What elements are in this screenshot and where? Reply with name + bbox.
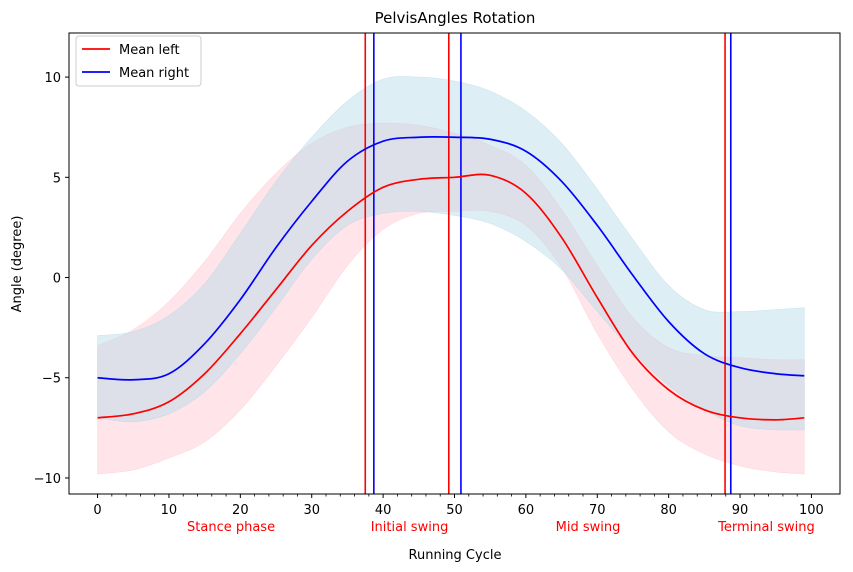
x-tick-label: 30 xyxy=(303,503,320,518)
mean-line-left xyxy=(97,173,805,421)
x-tick-label: 10 xyxy=(161,503,178,518)
confidence-bands xyxy=(97,76,805,475)
x-tick-label: 50 xyxy=(446,503,463,518)
x-tick-label: 20 xyxy=(232,503,249,518)
plot-area xyxy=(68,32,841,495)
phase-label: Initial swing xyxy=(371,520,449,535)
legend-label-left: Mean left xyxy=(119,43,180,58)
phase-boundary-lines xyxy=(364,33,732,494)
phase-label: Mid swing xyxy=(556,520,621,535)
x-tick-label: 70 xyxy=(589,503,606,518)
x-tick-label: 0 xyxy=(93,503,101,518)
legend: Mean left Mean right xyxy=(75,35,202,87)
mean-lines xyxy=(97,135,805,421)
x-tick-label: 100 xyxy=(799,503,824,518)
y-tick-label: 5 xyxy=(53,171,61,186)
phase-label: Terminal swing xyxy=(717,520,815,535)
x-tick-label: 80 xyxy=(660,503,677,518)
x-tick-label: 90 xyxy=(732,503,749,518)
x-tick-label: 60 xyxy=(518,503,535,518)
x-tick-label: 40 xyxy=(375,503,392,518)
x-axis: 0 10 20 30 40 50 60 70 80 90 100 xyxy=(93,494,824,518)
phase-labels: Stance phase Initial swing Mid swing Termin… xyxy=(187,520,815,535)
y-axis: −10 −5 0 5 10 xyxy=(34,71,69,487)
band-left xyxy=(97,122,805,475)
y-tick-label: −5 xyxy=(42,372,61,387)
mean-line-right xyxy=(97,135,805,381)
y-tick-label: 10 xyxy=(44,71,61,86)
legend-label-right: Mean right xyxy=(119,66,189,81)
phase-label: Stance phase xyxy=(187,520,275,535)
y-tick-label: 0 xyxy=(53,272,61,287)
y-axis-label: Angle (degree) xyxy=(10,216,25,313)
chart-title: PelvisAngles Rotation xyxy=(375,9,536,27)
band-right xyxy=(97,76,805,431)
y-tick-label: −10 xyxy=(34,472,61,487)
x-axis-label: Running Cycle xyxy=(409,548,502,563)
